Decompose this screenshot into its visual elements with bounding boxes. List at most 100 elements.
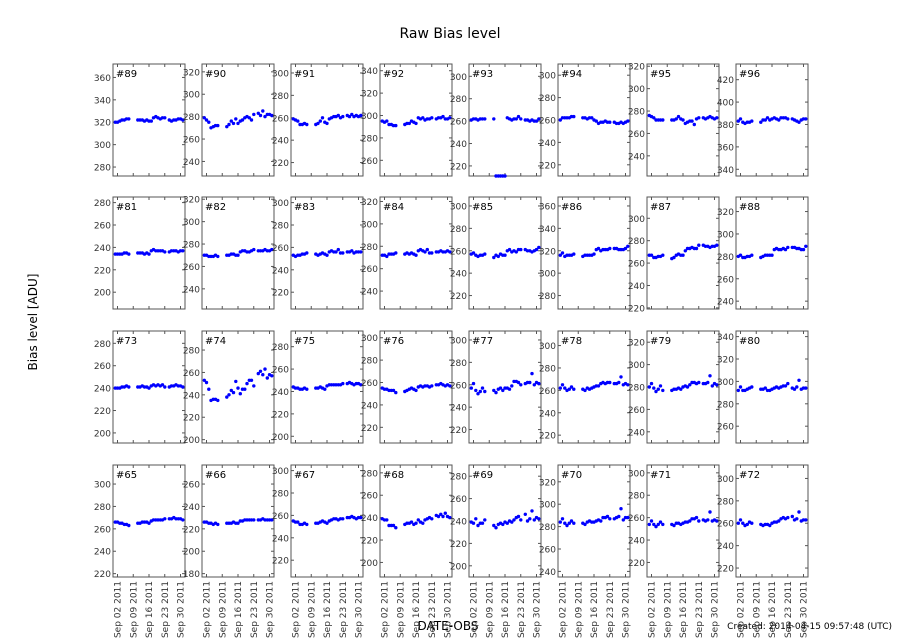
data-point bbox=[560, 251, 565, 255]
y-tick-label: 200 bbox=[183, 548, 200, 558]
data-point bbox=[414, 253, 418, 257]
data-point bbox=[537, 381, 541, 386]
data-point bbox=[296, 520, 300, 524]
y-tick-label: 400 bbox=[717, 99, 734, 109]
data-point bbox=[350, 249, 354, 253]
data-point bbox=[202, 116, 206, 120]
data-point bbox=[492, 255, 496, 260]
data-point bbox=[590, 116, 594, 120]
data-point bbox=[231, 390, 236, 395]
data-point bbox=[710, 384, 714, 388]
y-tick-label: 220 bbox=[183, 414, 200, 424]
data-point bbox=[694, 246, 699, 251]
data-point bbox=[514, 250, 518, 254]
data-point bbox=[341, 517, 345, 521]
panel-ccd-78: 220 240 260 280 300 #78 bbox=[539, 330, 631, 444]
x-tick-label: Sep 02 2011 bbox=[648, 581, 658, 638]
y-tick-label: 300 bbox=[272, 199, 289, 209]
y-tick-label: 300 bbox=[539, 342, 556, 352]
data-point bbox=[792, 387, 797, 391]
data-point bbox=[750, 521, 754, 525]
panel-ccd-77: 220 240 260 280 300 #77 bbox=[450, 330, 542, 444]
y-tick-label: 240 bbox=[361, 288, 378, 298]
panel-ccd-66: 180 200 220 240 260 Sep 02 2011 Sep 09 2011 Sep… bbox=[183, 464, 276, 638]
y-tick-label: 300 bbox=[94, 141, 111, 151]
data-point bbox=[216, 254, 220, 259]
data-point bbox=[519, 117, 523, 121]
y-tick-label: 360 bbox=[717, 143, 734, 153]
y-tick-label: 220 bbox=[272, 557, 289, 567]
y-tick-label: 260 bbox=[183, 263, 200, 273]
data-point bbox=[797, 120, 801, 124]
y-tick-label: 300 bbox=[539, 72, 556, 82]
data-point bbox=[688, 519, 692, 523]
data-point bbox=[661, 388, 665, 393]
data-point bbox=[147, 252, 151, 256]
y-tick-label: 300 bbox=[628, 85, 645, 95]
x-tick-label: Sep 16 2011 bbox=[768, 581, 778, 638]
y-tick-label: 320 bbox=[717, 208, 734, 218]
y-tick-label: 280 bbox=[183, 113, 200, 123]
data-point bbox=[414, 388, 418, 393]
data-point bbox=[690, 119, 694, 123]
panel-label: #84 bbox=[383, 202, 404, 213]
y-tick-label: 220 bbox=[450, 540, 467, 550]
data-point bbox=[261, 109, 265, 113]
x-tick-label: Sep 16 2011 bbox=[234, 581, 244, 638]
data-point bbox=[708, 510, 712, 514]
y-tick-label: 280 bbox=[183, 241, 200, 251]
x-tick-label: Sep 16 2011 bbox=[412, 581, 422, 638]
data-point bbox=[608, 517, 612, 521]
data-point bbox=[270, 247, 274, 252]
data-point bbox=[448, 515, 452, 520]
panel-label: #91 bbox=[294, 69, 315, 80]
data-point bbox=[181, 518, 185, 522]
data-point bbox=[770, 253, 774, 257]
y-tick-label: 220 bbox=[361, 537, 378, 547]
data-point bbox=[626, 515, 630, 520]
y-tick-label: 280 bbox=[272, 92, 289, 102]
y-tick-label: 260 bbox=[539, 117, 556, 127]
data-point bbox=[783, 247, 788, 252]
data-point bbox=[270, 374, 274, 378]
data-point bbox=[430, 116, 434, 120]
figure-title: Raw Bias level bbox=[399, 26, 500, 42]
data-point bbox=[516, 514, 521, 519]
x-tick-label: Sep 02 2011 bbox=[559, 581, 569, 638]
data-point bbox=[501, 388, 505, 393]
y-tick-label: 260 bbox=[272, 512, 289, 522]
panel-label: #69 bbox=[472, 470, 493, 481]
data-point bbox=[741, 521, 745, 525]
data-point bbox=[649, 381, 654, 386]
data-point bbox=[652, 386, 656, 390]
x-tick-label: Sep 02 2011 bbox=[292, 581, 302, 638]
y-tick-label: 220 bbox=[450, 292, 467, 302]
data-point bbox=[647, 522, 651, 527]
y-tick-label: 280 bbox=[272, 222, 289, 232]
data-point bbox=[469, 386, 473, 390]
y-tick-label: 220 bbox=[94, 266, 111, 276]
data-point bbox=[786, 245, 790, 250]
x-tick-label: Sep 09 2011 bbox=[485, 581, 495, 638]
y-tick-label: 220 bbox=[94, 570, 111, 580]
data-point bbox=[341, 114, 345, 119]
data-point bbox=[623, 246, 628, 251]
data-point bbox=[649, 253, 654, 257]
data-point bbox=[777, 118, 781, 122]
panel-ccd-83: 220 240 260 280 300 #83 bbox=[272, 196, 364, 310]
data-point bbox=[706, 518, 710, 522]
data-point bbox=[563, 386, 567, 390]
data-point bbox=[530, 371, 534, 376]
x-tick-label: Sep 30 2011 bbox=[266, 581, 276, 638]
y-tick-label: 300 bbox=[628, 469, 645, 479]
data-point bbox=[448, 384, 452, 388]
panel-frame bbox=[646, 196, 720, 310]
data-point bbox=[227, 393, 231, 397]
data-point bbox=[247, 116, 251, 120]
y-tick-label: 280 bbox=[361, 357, 378, 367]
panel-label: #68 bbox=[383, 470, 404, 481]
data-point bbox=[537, 117, 541, 121]
data-point bbox=[320, 116, 325, 120]
data-point bbox=[441, 114, 445, 119]
data-point bbox=[572, 114, 576, 119]
